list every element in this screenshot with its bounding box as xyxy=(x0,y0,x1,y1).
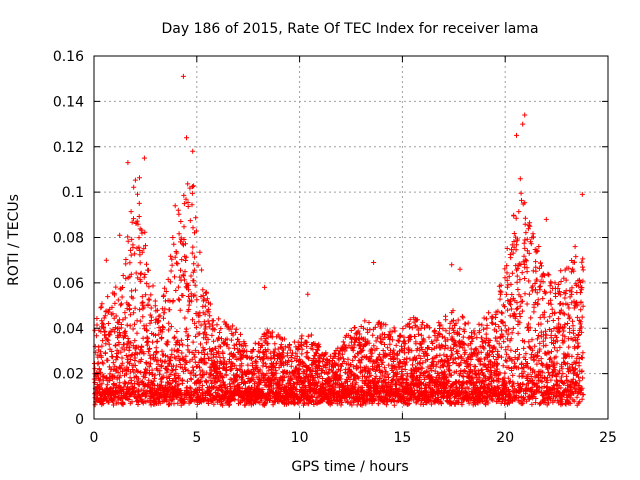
y-tick-label: 0.1 xyxy=(62,185,84,201)
x-tick-label: 0 xyxy=(90,430,99,446)
x-tick-label: 20 xyxy=(496,430,514,446)
y-tick-label: 0.12 xyxy=(53,140,84,156)
y-tick-label: 0.16 xyxy=(53,49,84,65)
y-tick-label: 0 xyxy=(75,412,84,428)
x-axis-label: GPS time / hours xyxy=(291,459,408,475)
y-tick-label: 0.04 xyxy=(53,321,84,337)
roti-data-points xyxy=(91,73,586,408)
chart-title: Day 186 of 2015, Rate Of TEC Index for r… xyxy=(161,21,538,37)
y-tick-label: 0.14 xyxy=(53,94,84,110)
x-tick-label: 15 xyxy=(393,430,411,446)
x-tick-label: 5 xyxy=(192,430,201,446)
y-tick-label: 0.06 xyxy=(53,276,84,292)
x-tick-label: 25 xyxy=(599,430,617,446)
x-tick-label: 10 xyxy=(291,430,309,446)
y-axis-label: ROTI / TECUs xyxy=(6,194,22,286)
y-tick-label: 0.08 xyxy=(53,231,84,247)
y-tick-label: 0.02 xyxy=(53,367,84,383)
